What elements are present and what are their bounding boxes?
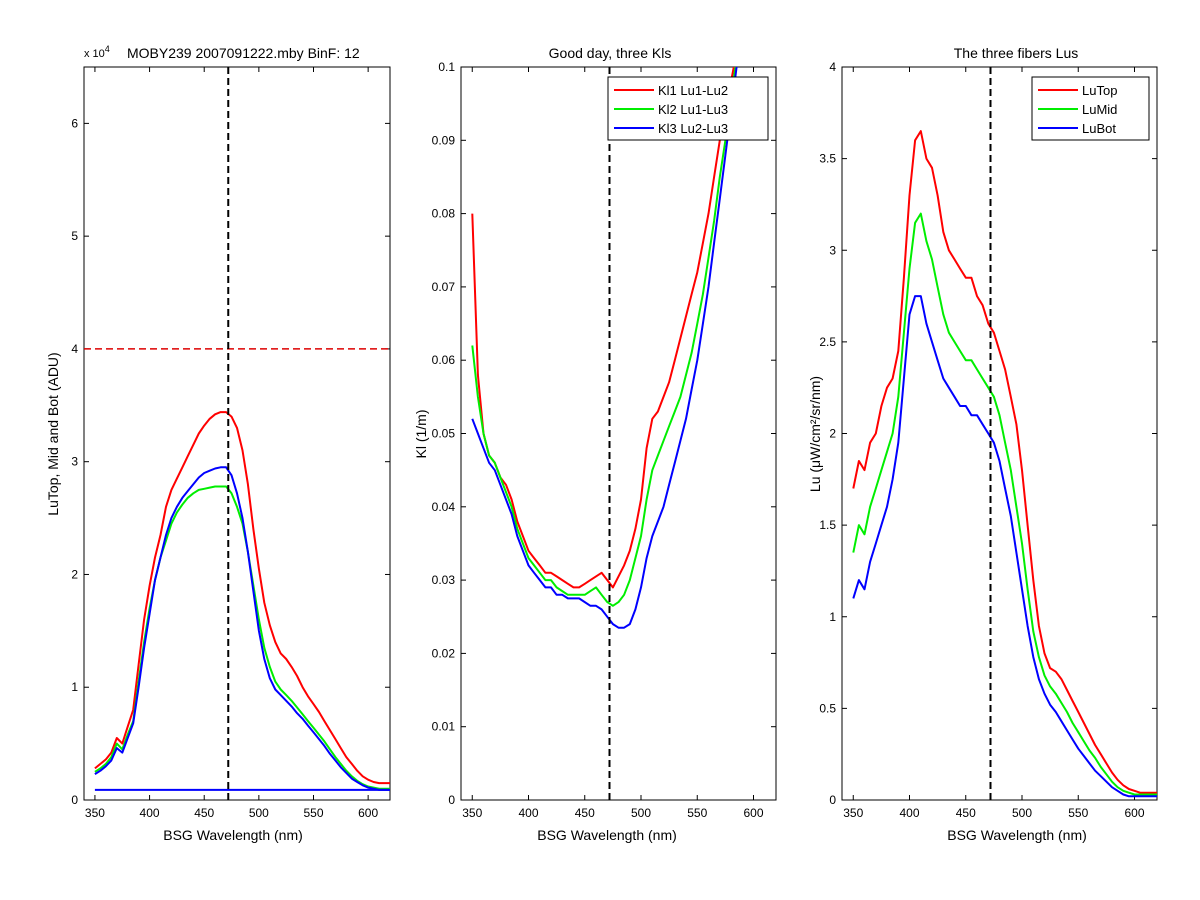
panel-2: Good day, three Kls BSG Wavelength (nm) … xyxy=(413,45,677,843)
panel-1-xtick-label: 600 xyxy=(358,806,378,820)
panel-3-legend-label: LuMid xyxy=(1082,102,1117,117)
panel-1-xtick-label: 500 xyxy=(249,806,269,820)
panel-2-ytick-label: 0.07 xyxy=(432,280,456,294)
panel-1-ytick-label: 4 xyxy=(71,342,78,356)
panel-1-xtick-label: 400 xyxy=(140,806,160,820)
panel-3-ytick-label: 1.5 xyxy=(819,518,836,532)
panel-3-ytick-label: 0.5 xyxy=(819,701,836,715)
panel-3-ytick-label: 4 xyxy=(829,60,836,74)
panel-1-series-group xyxy=(84,67,390,800)
panel-2-ylabel: Kl (1/m) xyxy=(413,410,429,459)
panel-1-xlabel: BSG Wavelength (nm) xyxy=(163,827,303,843)
panel-3-xlabel: BSG Wavelength (nm) xyxy=(947,827,1087,843)
panel-2-plot: 350 400 450 500 550 600 0 0.01 0.02 0.03 0.04 0.05 0… xyxy=(432,60,777,820)
panel-3-axes-box xyxy=(841,66,1158,801)
panel-2-series-group xyxy=(471,67,738,800)
panel-3-ylabel: Lu (μW/cm²/sr/nm) xyxy=(807,376,823,492)
panel-2-xtick-label: 500 xyxy=(631,806,651,820)
panel-2-ytick-label: 0.08 xyxy=(432,207,456,221)
panel-3-xtick-label: 450 xyxy=(956,806,976,820)
panel-2-xlabel: BSG Wavelength (nm) xyxy=(537,827,677,843)
panel-2-legend: Kl1 Lu1-Lu2 Kl2 Lu1-Lu3 Kl3 Lu2-Lu3 xyxy=(607,76,769,141)
panel-1-ytick-label: 5 xyxy=(71,229,78,243)
panel-1-axes-box xyxy=(83,66,391,801)
panel-3-legend: LuTop LuMid LuBot xyxy=(1031,76,1150,141)
panel-1-xtick-label: 350 xyxy=(85,806,105,820)
panel-2-ytick-label: 0 xyxy=(448,793,455,807)
panel-2-xtick-label: 600 xyxy=(743,806,763,820)
panel-3-xtick-label: 600 xyxy=(1124,806,1144,820)
panel-3-ytick-label: 2.5 xyxy=(819,335,836,349)
panel-3-xtick-label: 550 xyxy=(1068,806,1088,820)
panel-2-title: Good day, three Kls xyxy=(549,45,672,61)
panel-2-xtick-label: 350 xyxy=(462,806,482,820)
panel-2-ytick-label: 0.05 xyxy=(432,427,456,441)
panel-2-ytick-label: 0.1 xyxy=(438,60,455,74)
panel-2-ytick-label: 0.04 xyxy=(432,500,456,514)
panel-1-ytick-label: 1 xyxy=(71,680,78,694)
panel-1-ytick-label: 6 xyxy=(71,116,78,130)
panel-2-legend-label: Kl1 Lu1-Lu2 xyxy=(658,83,728,98)
panel-2-ytick-label: 0.01 xyxy=(432,720,456,734)
panel-3-ytick-label: 1 xyxy=(829,610,836,624)
panel-3: The three fibers Lus BSG Wavelength (nm)… xyxy=(807,45,1087,843)
panel-3-xtick-label: 500 xyxy=(1012,806,1032,820)
panel-1-ytick-label: 0 xyxy=(71,793,78,807)
panel-1-series-line-1 xyxy=(94,411,390,785)
panel-3-plot: 350 400 450 500 550 600 0 0.5 1 1.5 2 2.5 3 3.5 4 LuTop… xyxy=(819,60,1158,820)
panel-1: x 104 MOBY239 2007091222.mby BinF: 12 BS… xyxy=(45,44,360,843)
panel-2-legend-label: Kl3 Lu2-Lu3 xyxy=(658,121,728,136)
panel-3-ytick-label: 0 xyxy=(829,793,836,807)
panel-1-ytick-label: 2 xyxy=(71,567,78,581)
panel-1-title: MOBY239 2007091222.mby BinF: 12 xyxy=(127,45,360,61)
panel-3-legend-label: LuBot xyxy=(1082,121,1116,136)
panel-2-axes-box xyxy=(460,66,777,801)
panel-3-title: The three fibers Lus xyxy=(954,45,1079,61)
panel-3-series-group xyxy=(852,67,1157,800)
panel-1-plot: 350 400 450 500 550 600 0 1 2 3 4 5 6 xyxy=(71,66,391,820)
panel-2-legend-label: Kl2 Lu1-Lu3 xyxy=(658,102,728,117)
panel-3-ytick-label: 3.5 xyxy=(819,152,836,166)
panel-2-ytick-label: 0.03 xyxy=(432,573,456,587)
panel-3-series-line-lubot xyxy=(852,295,1157,798)
panel-3-xtick-label: 350 xyxy=(843,806,863,820)
panel-3-xtick-label: 400 xyxy=(899,806,919,820)
panel-1-series-line-3 xyxy=(94,466,390,791)
panel-2-series-line-kl1-lu1-lu2 xyxy=(471,67,735,589)
panel-2-series-line-kl2-lu1-lu3 xyxy=(471,67,737,607)
panel-2-ytick-label: 0.06 xyxy=(432,353,456,367)
panel-3-ytick-label: 3 xyxy=(829,243,836,257)
panel-1-exponent: x 104 xyxy=(84,44,110,60)
panel-2-xtick-label: 450 xyxy=(575,806,595,820)
panel-2-xtick-label: 400 xyxy=(518,806,538,820)
panel-1-ylabel: LuTop, Mid and Bot (ADU) xyxy=(45,352,61,515)
panel-2-xtick-label: 550 xyxy=(687,806,707,820)
panel-3-ytick-label: 2 xyxy=(829,427,836,441)
panel-3-series-line-lutop xyxy=(852,130,1157,794)
panel-3-legend-label: LuTop xyxy=(1082,83,1117,98)
panel-1-ytick-label: 3 xyxy=(71,455,78,469)
panel-1-xtick-label: 550 xyxy=(303,806,323,820)
panel-3-series-line-lumid xyxy=(852,212,1157,796)
panel-2-ytick-label: 0.02 xyxy=(432,646,456,660)
panel-2-series-line-kl3-lu2-lu3 xyxy=(471,67,738,629)
panel-2-ytick-label: 0.09 xyxy=(432,133,456,147)
panel-1-xtick-label: 450 xyxy=(194,806,214,820)
